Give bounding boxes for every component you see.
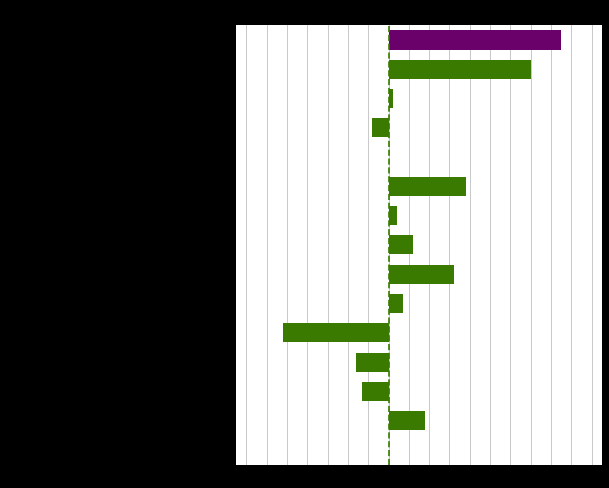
Bar [389, 89, 393, 108]
Bar [389, 30, 561, 49]
Bar [283, 323, 389, 343]
Bar [389, 60, 530, 79]
Bar [389, 264, 454, 284]
Bar [389, 411, 425, 430]
Bar [356, 352, 389, 372]
Bar [389, 294, 403, 313]
Bar [362, 382, 389, 401]
Bar [372, 118, 389, 137]
Bar [389, 206, 396, 225]
Bar [389, 177, 466, 196]
Bar [389, 236, 413, 255]
